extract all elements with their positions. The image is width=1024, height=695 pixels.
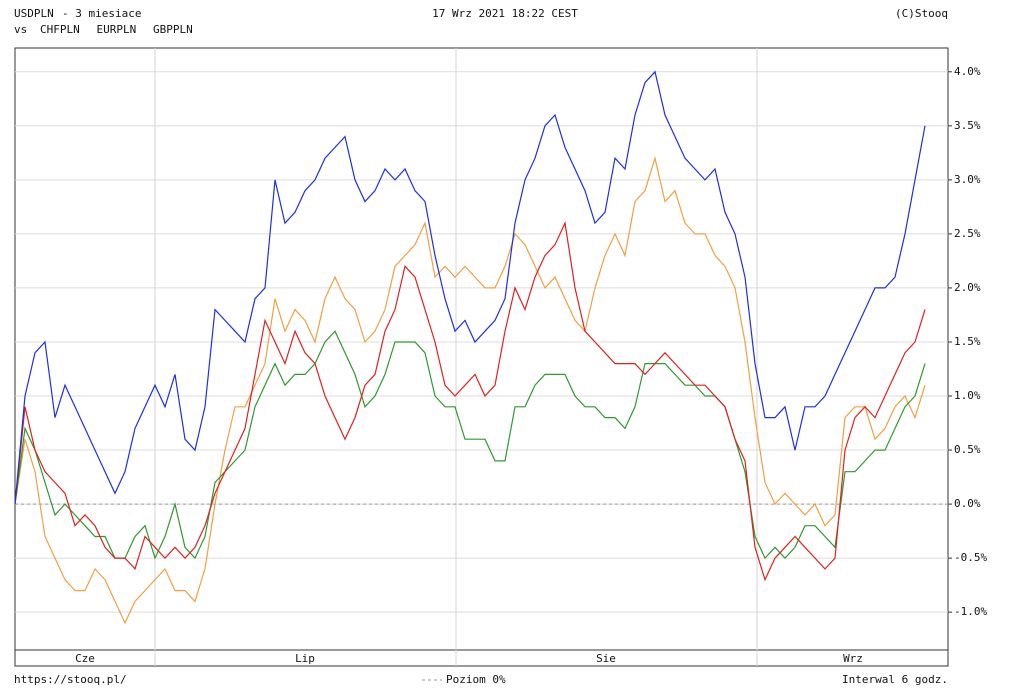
y-tick-label: 1.5%	[954, 335, 981, 348]
y-tick-label: 3.0%	[954, 173, 981, 186]
y-tick-label: -0.5%	[954, 551, 987, 564]
plot-frame	[14, 47, 949, 667]
series-line	[14, 221, 926, 582]
series-line	[14, 70, 926, 505]
legend-entry: CHFPLN	[40, 23, 80, 36]
y-tick-label: 3.5%	[954, 119, 981, 132]
chart-title: - 3 miesiace	[62, 7, 141, 20]
y-tick-label: 1.0%	[954, 389, 981, 402]
y-tick-label: 2.0%	[954, 281, 981, 294]
y-tick-label: 2.5%	[954, 227, 981, 240]
x-tick-label: Wrz	[843, 652, 863, 665]
legend-entry: GBPPLN	[153, 23, 193, 36]
reference-legend: Poziom 0%	[446, 673, 506, 686]
series-line	[14, 330, 926, 560]
y-tick-label: 4.0%	[954, 65, 981, 78]
x-tick-label: Cze	[75, 652, 95, 665]
y-tick-label: 0.5%	[954, 443, 981, 456]
source: (C)Stooq	[895, 7, 948, 20]
legend-entry: USDPLN	[14, 7, 54, 20]
y-tick-label: 0.0%	[954, 497, 981, 510]
interval: Interwal 6 godz.	[842, 673, 948, 686]
chart-date: 17 Wrz 2021 18:22 CEST	[432, 7, 578, 20]
legend-entry: EURPLN	[97, 23, 137, 36]
series-line	[14, 155, 926, 625]
y-tick-label: -1.0%	[954, 605, 987, 618]
vs-label: vs	[14, 23, 27, 36]
x-tick-label: Sie	[596, 652, 616, 665]
x-tick-label: Lip	[295, 652, 315, 665]
url: https://stooq.pl/	[14, 673, 127, 686]
